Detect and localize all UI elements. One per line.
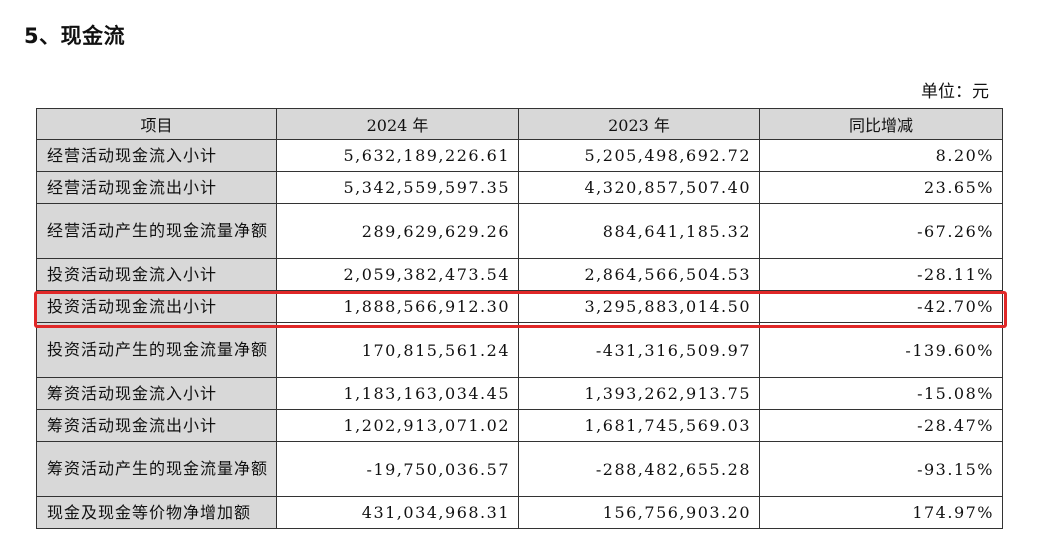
row-item-label: 投资活动产生的现金流量净额: [36, 322, 277, 378]
row-value-2023: -431,316,509.97: [518, 322, 760, 378]
row-value-2023: 156,756,903.20: [518, 496, 760, 529]
row-item-label: 投资活动现金流出小计: [36, 290, 277, 323]
row-value-2024: 289,629,629.26: [276, 203, 519, 259]
row-change: -139.60%: [759, 322, 1003, 378]
table-row: 投资活动现金流入小计 2,059,382,473.54 2,864,566,50…: [36, 258, 1003, 291]
row-value-2024: 2,059,382,473.54: [276, 258, 519, 291]
header-2023: 2023 年: [518, 108, 760, 140]
table-row: 筹资活动产生的现金流量净额 -19,750,036.57 -288,482,65…: [36, 441, 1003, 497]
row-item-label: 筹资活动现金流出小计: [36, 409, 277, 442]
row-change: 8.20%: [759, 139, 1003, 172]
table-row: 经营活动现金流入小计 5,632,189,226.61 5,205,498,69…: [36, 139, 1003, 172]
row-change: -42.70%: [759, 290, 1003, 323]
row-value-2024: 1,183,163,034.45: [276, 377, 519, 410]
row-change: -67.26%: [759, 203, 1003, 259]
row-item-label: 经营活动产生的现金流量净额: [36, 203, 277, 259]
row-value-2024: 5,632,189,226.61: [276, 139, 519, 172]
row-value-2024: -19,750,036.57: [276, 441, 519, 497]
row-value-2023: 3,295,883,014.50: [518, 290, 760, 323]
row-change: -15.08%: [759, 377, 1003, 410]
row-value-2023: 2,864,566,504.53: [518, 258, 760, 291]
table-row: 现金及现金等价物净增加额 431,034,968.31 156,756,903.…: [36, 496, 1003, 529]
table-header-row: 项目 2024 年 2023 年 同比增减: [36, 108, 1003, 140]
section-title: 5、现金流: [24, 24, 126, 48]
row-value-2024: 170,815,561.24: [276, 322, 519, 378]
table-row: 筹资活动现金流入小计 1,183,163,034.45 1,393,262,91…: [36, 377, 1003, 410]
row-value-2023: -288,482,655.28: [518, 441, 760, 497]
row-value-2024: 431,034,968.31: [276, 496, 519, 529]
header-item: 项目: [36, 108, 277, 140]
row-value-2023: 884,641,185.32: [518, 203, 760, 259]
cash-flow-table: 项目 2024 年 2023 年 同比增减 经营活动现金流入小计 5,632,1…: [36, 108, 1003, 529]
row-item-label: 投资活动现金流入小计: [36, 258, 277, 291]
row-value-2024: 1,202,913,071.02: [276, 409, 519, 442]
row-change: -28.11%: [759, 258, 1003, 291]
row-value-2024: 1,888,566,912.30: [276, 290, 519, 323]
row-change: -28.47%: [759, 409, 1003, 442]
row-value-2024: 5,342,559,597.35: [276, 171, 519, 204]
table-row: 投资活动产生的现金流量净额 170,815,561.24 -431,316,50…: [36, 322, 1003, 378]
row-change: 23.65%: [759, 171, 1003, 204]
row-item-label: 现金及现金等价物净增加额: [36, 496, 277, 529]
table-row: 筹资活动现金流出小计 1,202,913,071.02 1,681,745,56…: [36, 409, 1003, 442]
row-item-label: 筹资活动现金流入小计: [36, 377, 277, 410]
row-value-2023: 1,393,262,913.75: [518, 377, 760, 410]
header-yoy-change: 同比增减: [759, 108, 1003, 140]
row-value-2023: 1,681,745,569.03: [518, 409, 760, 442]
row-item-label: 经营活动现金流出小计: [36, 171, 277, 204]
row-item-label: 经营活动现金流入小计: [36, 139, 277, 172]
header-2024: 2024 年: [276, 108, 519, 140]
unit-label: 单位：元: [921, 82, 989, 102]
table-row-highlighted: 投资活动现金流出小计 1,888,566,912.30 3,295,883,01…: [36, 290, 1003, 323]
row-change: -93.15%: [759, 441, 1003, 497]
row-value-2023: 4,320,857,507.40: [518, 171, 760, 204]
row-item-label: 筹资活动产生的现金流量净额: [36, 441, 277, 497]
table-row: 经营活动现金流出小计 5,342,559,597.35 4,320,857,50…: [36, 171, 1003, 204]
table-row: 经营活动产生的现金流量净额 289,629,629.26 884,641,185…: [36, 203, 1003, 259]
row-value-2023: 5,205,498,692.72: [518, 139, 760, 172]
row-change: 174.97%: [759, 496, 1003, 529]
